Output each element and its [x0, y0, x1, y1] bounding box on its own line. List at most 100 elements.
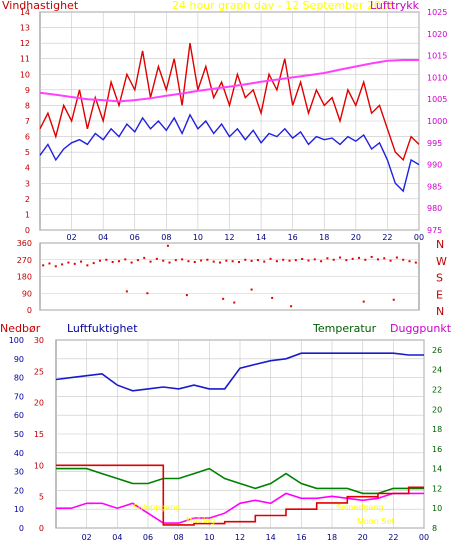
- temp-tick-label: 16: [432, 445, 442, 454]
- humidity-tick-label: 10: [14, 505, 24, 514]
- direction-point: [168, 261, 171, 264]
- compass-label: E: [436, 288, 443, 301]
- temperature-label: Temperatur: [312, 322, 377, 335]
- wind-tick-label: 4: [25, 164, 30, 173]
- humidity-tick-label: 0: [19, 524, 24, 533]
- wind-xtick-label: 16: [288, 233, 298, 242]
- direction-tick-label: 0: [27, 306, 32, 315]
- pressure-tick-label: 1015: [427, 52, 447, 61]
- wind-tick-label: 3: [25, 179, 30, 188]
- wind-tick-label: 6: [25, 133, 30, 142]
- direction-point: [233, 301, 236, 304]
- direction-point: [271, 296, 274, 299]
- direction-point: [339, 256, 342, 259]
- direction-point: [392, 298, 395, 301]
- temp-xtick-label: 14: [266, 533, 276, 542]
- direction-point: [231, 260, 234, 263]
- direction-point: [86, 264, 89, 267]
- direction-point: [288, 259, 291, 262]
- humidity-line: [55, 352, 424, 392]
- pressure-tick-label: 1005: [427, 95, 447, 104]
- pressure-line: [39, 59, 419, 103]
- precip-line: [56, 464, 424, 526]
- direction-point: [117, 260, 120, 263]
- direction-point: [67, 261, 70, 264]
- temp-xtick-label: 08: [174, 533, 184, 542]
- direction-point: [383, 257, 386, 260]
- humidity-axis-ticks: 0 10 20 30 40 50 60 70 80 90 100: [9, 336, 24, 533]
- direction-point: [143, 256, 146, 259]
- direction-point: [146, 292, 149, 295]
- direction-tick-label: 360: [17, 239, 32, 248]
- temp-tick-label: 24: [432, 366, 442, 375]
- wind-panel-grid: [40, 11, 420, 231]
- direction-point: [307, 259, 310, 262]
- wind-tick-label: 1: [25, 210, 30, 219]
- direction-point: [99, 259, 102, 262]
- temp-xtick-label: 22: [388, 533, 398, 542]
- wind-tick-label: 14: [20, 8, 30, 17]
- direction-point: [402, 258, 405, 261]
- precip-tick-label: 15: [34, 430, 44, 439]
- temp-humidity-panel: 0 10 20 30 40 50 60 70 80 90 100 0 5 10 15 20 25 30 8 10 1…: [0, 322, 452, 542]
- temp-tick-label: 10: [432, 504, 442, 513]
- direction-panel-grid: [40, 242, 419, 311]
- humidity-tick-label: 20: [14, 486, 24, 495]
- wind-xtick-label: 02: [66, 233, 76, 242]
- temp-tick-label: 22: [432, 385, 442, 394]
- pressure-tick-label: 1010: [427, 73, 447, 82]
- chart-title: 24 hour graph dav - 12 September 2018: [172, 0, 395, 12]
- humidity-tick-label: 30: [14, 468, 24, 477]
- wind-xtick-label: 18: [319, 233, 329, 242]
- humidity-tick-label: 60: [14, 411, 24, 420]
- wind-average-line: [39, 113, 420, 193]
- temperature-line: [56, 467, 424, 495]
- pressure-tick-label: 975: [427, 226, 442, 235]
- direction-point: [282, 258, 285, 261]
- direction-point: [111, 260, 114, 263]
- direction-point: [225, 259, 228, 262]
- precip-label: Nedbør: [0, 322, 41, 335]
- direction-point: [275, 260, 278, 263]
- direction-point: [193, 260, 196, 263]
- wind-xtick-label: 00: [414, 233, 424, 242]
- direction-point: [185, 294, 188, 297]
- wind-xtick-label: 04: [98, 233, 108, 242]
- direction-points: [42, 244, 417, 308]
- temp-tick-label: 20: [432, 405, 442, 414]
- noon-label: Middag: [186, 516, 215, 525]
- direction-point: [250, 259, 253, 262]
- direction-point: [362, 300, 365, 303]
- precip-tick-label: 25: [34, 367, 44, 376]
- pressure-tick-label: 1000: [427, 117, 447, 126]
- direction-point: [351, 257, 354, 260]
- direction-point: [256, 259, 259, 262]
- wind-tick-label: 10: [20, 70, 30, 79]
- wind-tick-label: 2: [25, 195, 30, 204]
- direction-point: [54, 265, 57, 268]
- humidity-tick-label: 50: [14, 430, 24, 439]
- wind-tick-label: 9: [25, 86, 30, 95]
- wind-tick-label: 13: [20, 24, 30, 33]
- direction-point: [370, 255, 373, 258]
- direction-point: [130, 261, 133, 264]
- direction-point: [237, 260, 240, 263]
- wind-label: Vindhastighet: [2, 0, 79, 12]
- direction-point: [73, 262, 76, 265]
- temp-xtick-label: 12: [235, 533, 245, 542]
- direction-point: [92, 262, 95, 265]
- wind-xtick-label: 20: [351, 233, 361, 242]
- direction-point: [326, 257, 329, 260]
- temp-tick-label: 26: [432, 346, 442, 355]
- dewpoint-label: Duggpunkt: [390, 322, 452, 335]
- direction-point: [162, 259, 165, 262]
- direction-tick-label: 270: [17, 256, 32, 265]
- direction-axis-ticks: 0 90 180 270 360: [17, 239, 32, 315]
- precip-tick-label: 30: [34, 336, 44, 345]
- precip-tick-label: 20: [34, 399, 44, 408]
- direction-point: [155, 257, 158, 260]
- temp-xtick-label: 20: [358, 533, 368, 542]
